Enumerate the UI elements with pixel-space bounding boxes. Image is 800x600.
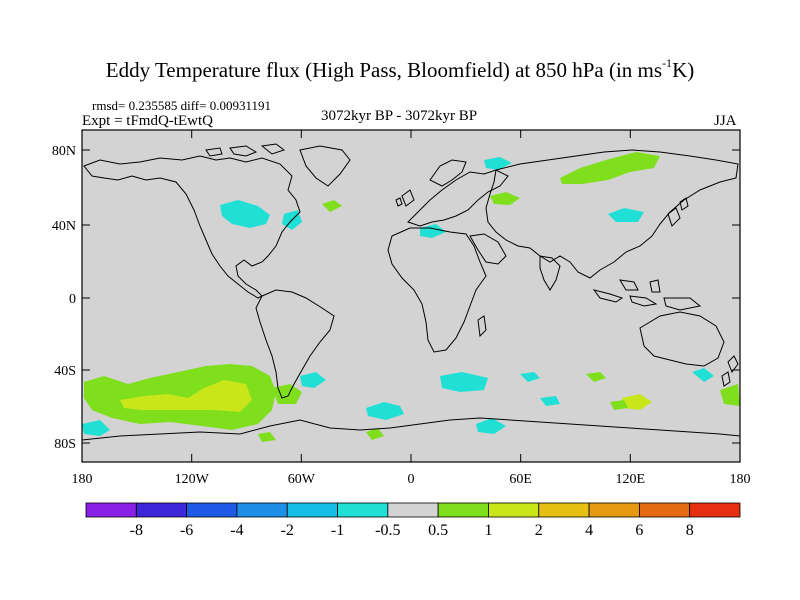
chart-title: Eddy Temperature flux (High Pass, Bloomf… [105, 56, 695, 82]
coast-australia [639, 311, 725, 367]
patch-drake [300, 372, 326, 388]
colorbar-swatch [689, 502, 741, 518]
lon-tick-label: 0 [408, 472, 415, 487]
patch-indian-ocean-2 [586, 372, 606, 382]
patch-russia [490, 192, 520, 205]
colorbar-label: -6 [180, 522, 193, 539]
colorbar-label: 2 [535, 522, 543, 539]
colorbar-swatch [186, 502, 238, 518]
colorbar-label: 8 [686, 522, 694, 539]
patch-south-atlantic-1 [366, 402, 404, 420]
colorbar-swatch [85, 502, 137, 518]
coast-new-zealand [721, 355, 739, 387]
stats-label: rmsd= 0.235585 diff= 0.00931191 [92, 98, 271, 113]
colorbar-label: -2 [281, 522, 294, 539]
patch-south-america [272, 384, 302, 404]
anomaly-patches [82, 152, 740, 442]
coast-india [539, 255, 561, 291]
lat-tick-label: 40S [54, 364, 76, 379]
coast-europe [407, 169, 509, 227]
period-label: 3072kyr BP - 3072kyr BP [321, 108, 478, 124]
colorbar-label: 4 [585, 522, 593, 539]
patch-central-asia [608, 208, 644, 222]
patch-indian-ocean-5 [610, 400, 628, 410]
coast-arabia [469, 233, 507, 265]
colorbar-swatch [286, 502, 338, 518]
lon-tick-label: 120W [175, 472, 210, 487]
coast-indonesia [592, 279, 702, 311]
patch-weddell [366, 428, 384, 440]
latitude-axis: 80N 40N 0 40S 80S [52, 144, 740, 452]
experiment-label: Expt = tFmdQ-tEwtQ [82, 113, 213, 129]
lat-tick-label: 80N [52, 144, 76, 159]
lon-tick-label: 60E [509, 472, 532, 487]
colorbar-swatch [588, 502, 640, 518]
lon-tick-label: 180 [72, 472, 93, 487]
colorbar-label: -8 [130, 522, 143, 539]
patch-indian-ocean-3 [540, 396, 560, 406]
colorbar-swatch [538, 502, 590, 518]
patch-north-america [220, 200, 270, 228]
coast-north-america [83, 155, 301, 299]
patch-siberia [560, 152, 660, 184]
patch-atlantic [322, 200, 342, 212]
lat-tick-label: 0 [69, 292, 76, 307]
colorbar-swatch [488, 502, 540, 518]
patch-amundsen [258, 432, 276, 442]
patch-tasman [692, 368, 714, 382]
patch-ross [476, 418, 506, 434]
patch-arctic-europe [484, 157, 512, 170]
coastlines [81, 143, 741, 441]
colorbar-swatch [638, 502, 691, 518]
season-label: JJA [714, 113, 737, 129]
coast-scandinavia [429, 159, 467, 187]
colorbar-swatch [437, 502, 489, 518]
colorbar-label: -4 [230, 522, 243, 539]
colorbar-label: 1 [484, 522, 492, 539]
colorbar-label: -1 [331, 522, 344, 539]
colorbar-swatch [236, 502, 288, 518]
longitude-axis: 180 120W 60W 0 60E 120E 180 [72, 130, 751, 487]
colorbar-swatch [135, 502, 188, 518]
coast-asia [485, 149, 739, 279]
colorbar-label: 6 [635, 522, 643, 539]
patch-south-atlantic-2 [440, 372, 488, 392]
colorbar-swatch [337, 502, 389, 518]
coast-south-america [255, 289, 335, 399]
coast-uk [395, 189, 415, 207]
coast-japan [667, 197, 689, 227]
lon-tick-label: 180 [730, 472, 751, 487]
lon-tick-label: 60W [288, 472, 316, 487]
coast-madagascar [477, 315, 487, 338]
coast-antarctica [81, 417, 741, 441]
colorbar-swatch [387, 502, 439, 518]
lon-tick-label: 120E [616, 472, 646, 487]
patch-indian-ocean-4 [622, 394, 652, 410]
coast-greenland [299, 145, 351, 187]
patch-south-pacific-core [120, 380, 252, 412]
patch-south-pacific-2 [82, 420, 110, 436]
lat-tick-label: 40N [52, 219, 76, 234]
colorbar-label: -0.5 [375, 522, 400, 539]
coast-archipelago [205, 143, 286, 157]
patch-indian-ocean-1 [520, 372, 540, 382]
colorbar: -8 -6 -4 -2 -1 -0.5 0.5 1 2 4 6 8 [85, 502, 741, 539]
colorbar-label: 0.5 [428, 522, 448, 539]
patch-south-pacific-east [720, 384, 740, 406]
coast-africa [387, 227, 487, 353]
lat-tick-label: 80S [54, 437, 76, 452]
